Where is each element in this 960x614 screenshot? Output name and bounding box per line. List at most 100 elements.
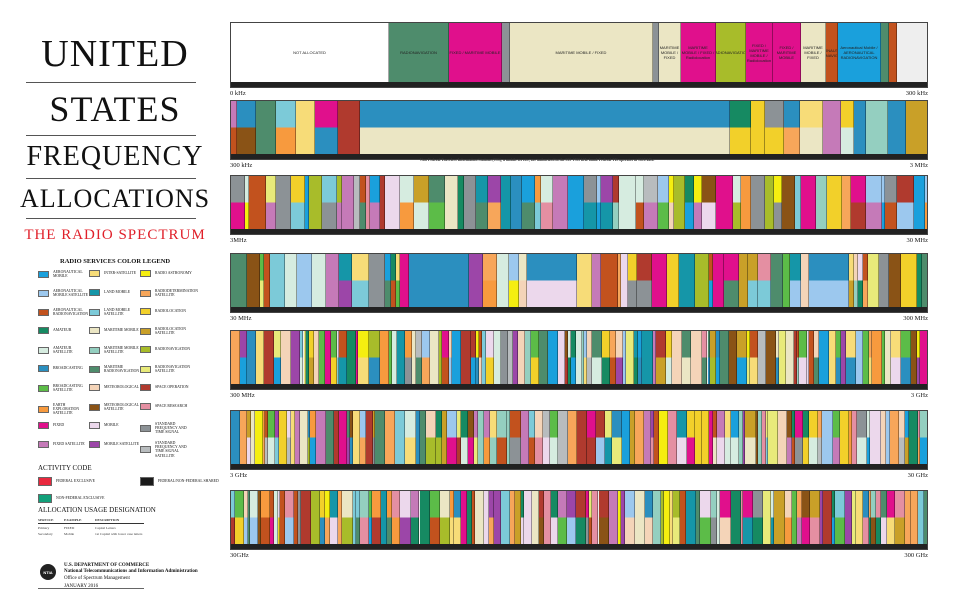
- allocation-segment[interactable]: [695, 411, 702, 464]
- allocation-segment[interactable]: [836, 331, 841, 384]
- allocation-segment[interactable]: [267, 411, 275, 464]
- allocation-segment[interactable]: [791, 491, 797, 544]
- allocation-segment[interactable]: [785, 331, 795, 384]
- allocation-segment[interactable]: [239, 331, 248, 384]
- allocation-segment[interactable]: [742, 491, 754, 544]
- allocation-segment[interactable]: [324, 491, 330, 544]
- allocation-segment[interactable]: [605, 411, 613, 464]
- allocation-segment[interactable]: [587, 331, 592, 384]
- allocation-segment[interactable]: [794, 331, 797, 384]
- allocation-segment[interactable]: [543, 411, 551, 464]
- allocation-segment[interactable]: [746, 331, 750, 384]
- allocation-segment[interactable]: [745, 411, 756, 464]
- allocation-segment[interactable]: [895, 491, 905, 544]
- allocation-segment[interactable]: [420, 411, 426, 464]
- allocation-segment[interactable]: [260, 254, 264, 307]
- allocation-segment[interactable]: [909, 411, 918, 464]
- allocation-segment[interactable]: [644, 411, 651, 464]
- allocation-segment[interactable]: [326, 254, 340, 307]
- allocation-segment[interactable]: [868, 331, 872, 384]
- allocation-segment[interactable]: [774, 491, 786, 544]
- allocation-segment[interactable]: [881, 176, 885, 229]
- allocation-segment[interactable]: [396, 331, 405, 384]
- allocation-segment[interactable]: [612, 176, 619, 229]
- allocation-segment[interactable]: [679, 254, 695, 307]
- allocation-segment[interactable]: [871, 331, 883, 384]
- allocation-segment[interactable]: [816, 176, 827, 229]
- allocation-segment[interactable]: [869, 491, 872, 544]
- allocation-segment[interactable]: [360, 101, 731, 154]
- allocation-segment[interactable]: [585, 491, 590, 544]
- allocation-segment[interactable]: [441, 411, 447, 464]
- allocation-segment[interactable]: [308, 331, 314, 384]
- allocation-segment[interactable]: [920, 411, 927, 464]
- allocation-segment[interactable]: [770, 491, 775, 544]
- allocation-segment[interactable]: [444, 176, 458, 229]
- allocation-segment[interactable]: [700, 491, 712, 544]
- allocation-segment[interactable]: [360, 491, 370, 544]
- allocation-segment[interactable]: [442, 331, 450, 384]
- allocation-segment[interactable]: [653, 411, 660, 464]
- allocation-segment[interactable]: [669, 491, 673, 544]
- allocation-segment[interactable]: [652, 331, 656, 384]
- allocation-segment[interactable]: [792, 411, 796, 464]
- allocation-segment[interactable]: [337, 176, 343, 229]
- allocation-segment[interactable]: [550, 411, 559, 464]
- allocation-segment[interactable]: [601, 176, 613, 229]
- allocation-segment[interactable]: [381, 491, 388, 544]
- allocation-segment[interactable]: [586, 411, 596, 464]
- allocation-segment[interactable]: [303, 331, 306, 384]
- allocation-segment[interactable]: [763, 491, 771, 544]
- allocation-segment[interactable]: [508, 331, 514, 384]
- allocation-segment[interactable]: [917, 491, 924, 544]
- allocation-segment[interactable]: [589, 491, 593, 544]
- allocation-segment[interactable]: [888, 254, 901, 307]
- allocation-segment[interactable]: [565, 331, 568, 384]
- allocation-segment[interactable]: [384, 254, 391, 307]
- allocation-segment[interactable]: [897, 176, 914, 229]
- allocation-segment[interactable]: [686, 411, 696, 464]
- allocation-segment[interactable]: [356, 491, 361, 544]
- allocation-segment[interactable]: [617, 254, 622, 307]
- allocation-segment[interactable]: [732, 176, 741, 229]
- allocation-segment[interactable]: [558, 491, 567, 544]
- allocation-segment[interactable]: [319, 331, 326, 384]
- allocation-segment[interactable]: [771, 254, 783, 307]
- allocation-segment[interactable]: [577, 254, 593, 307]
- allocation-segment[interactable]: [280, 491, 286, 544]
- allocation-segment[interactable]: [384, 411, 395, 464]
- allocation-segment[interactable]: [250, 491, 258, 544]
- allocation-segment[interactable]: [672, 491, 680, 544]
- allocation-segment[interactable]: [749, 331, 758, 384]
- allocation-segment[interactable]: [853, 101, 866, 154]
- allocation-segment[interactable]: [889, 23, 897, 82]
- allocation-segment[interactable]: [286, 411, 291, 464]
- allocation-segment[interactable]: [466, 491, 473, 544]
- allocation-segment[interactable]: [576, 491, 586, 544]
- allocation-segment[interactable]: [684, 176, 694, 229]
- allocation-segment[interactable]: [517, 331, 525, 384]
- allocation-segment[interactable]: [835, 491, 845, 544]
- allocation-segment[interactable]: [693, 176, 703, 229]
- allocation-segment[interactable]: [618, 491, 622, 544]
- allocation-segment[interactable]: [849, 411, 853, 464]
- allocation-segment[interactable]: [509, 254, 520, 307]
- allocation-segment[interactable]: [638, 331, 643, 384]
- allocation-segment[interactable]: [250, 411, 255, 464]
- allocation-segment[interactable]: [368, 254, 385, 307]
- allocation-segment[interactable]: [415, 331, 422, 384]
- allocation-segment[interactable]: [439, 491, 451, 544]
- allocation-segment[interactable]: [454, 491, 462, 544]
- allocation-segment[interactable]: [320, 491, 325, 544]
- allocation-segment[interactable]: [694, 254, 709, 307]
- allocation-segment[interactable]: [753, 491, 764, 544]
- allocation-segment[interactable]: [635, 176, 645, 229]
- allocation-segment[interactable]: [884, 331, 891, 384]
- allocation-segment[interactable]: [757, 331, 766, 384]
- allocation-segment[interactable]: [291, 331, 300, 384]
- allocation-segment[interactable]: [298, 491, 302, 544]
- allocation-segment[interactable]: [372, 411, 376, 464]
- allocation-segment[interactable]: [886, 411, 890, 464]
- allocation-segment[interactable]: [567, 411, 577, 464]
- allocation-segment[interactable]: [716, 176, 733, 229]
